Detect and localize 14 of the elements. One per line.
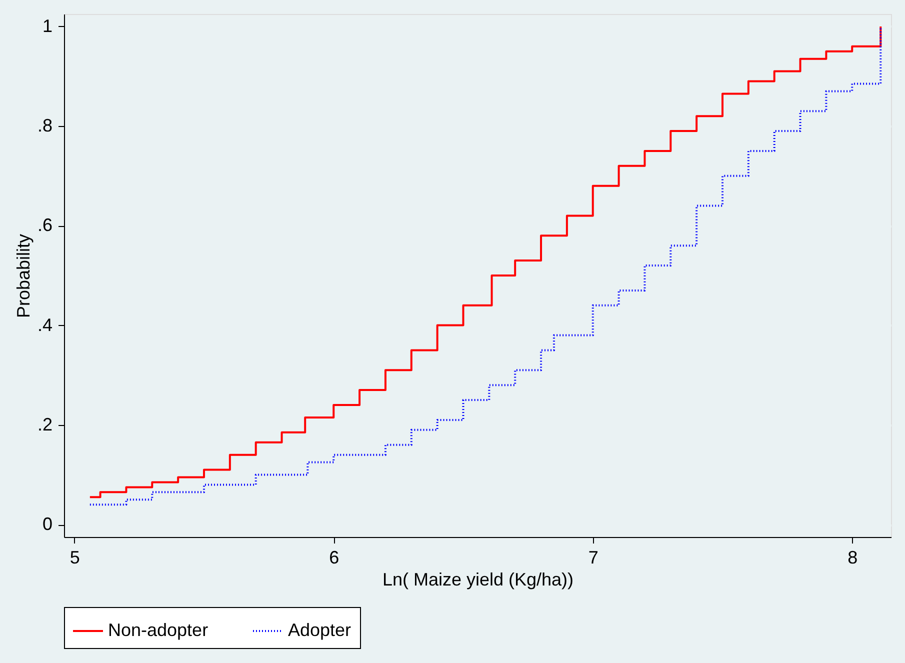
y-tick-label: 1: [42, 16, 52, 36]
legend-label: Non-adopter: [108, 620, 208, 640]
y-tick-label: .4: [37, 314, 52, 335]
y-tick-label: .8: [37, 116, 52, 136]
x-axis-title: Ln( Maize yield (Kg/ha)): [382, 570, 574, 590]
x-tick-label: 8: [848, 548, 858, 568]
y-tick-label: .6: [37, 215, 52, 236]
x-tick-label: 7: [588, 548, 598, 568]
y-axis-title: Probability: [13, 234, 34, 318]
x-tick-label: 5: [70, 548, 80, 568]
legend-label: Adopter: [288, 620, 352, 640]
y-tick-label: 0: [42, 514, 52, 534]
y-tick-label: .2: [37, 414, 52, 434]
x-tick-label: 6: [329, 548, 340, 568]
